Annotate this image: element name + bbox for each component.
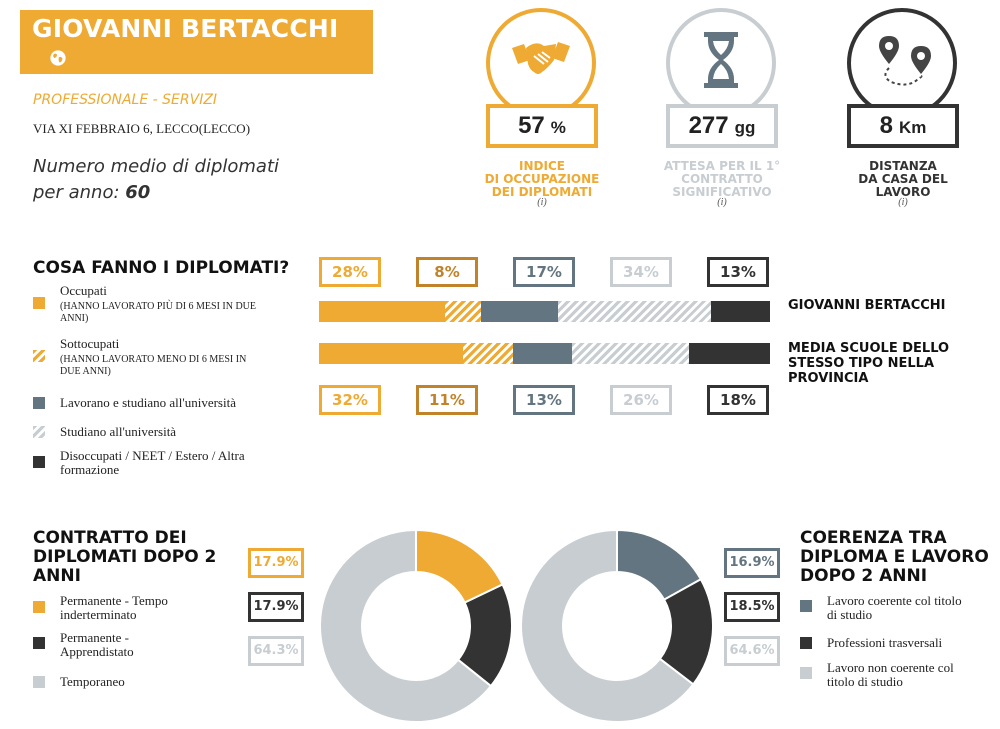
pct-label-occupati: 28% [319, 257, 381, 287]
school-category: PROFESSIONALE - SERVIZI [33, 92, 218, 108]
donut-slice-lavoro-non-coerente-col-titolo-di-studio [520, 528, 695, 723]
handshake-icon [512, 42, 570, 74]
bar-segment-studiano-all-universit [558, 301, 712, 322]
kpi-occupazione-value: 57 [518, 112, 545, 139]
legend-lavorano-studiano: Lavorano e studiano all'università [60, 395, 236, 410]
bar-segment-lavorano-e-studiano-all-universit [481, 301, 559, 322]
kpi-distanza-unit: Km [898, 118, 927, 137]
legend-coerente: Lavoro coerente col titolo di studio [827, 593, 962, 622]
kpi-attesa-circle [666, 8, 776, 118]
kpi-distanza-value-box: 8 Km [847, 104, 959, 148]
pct-label-sottocupati: 11% [416, 385, 478, 415]
donut-chart-contratto [319, 528, 513, 723]
avg-label-line2: per anno: 60 [33, 182, 151, 203]
bar-label-school: GIOVANNI BERTACCHI [788, 298, 946, 313]
kpi-distanza-label: DISTANZA DA CASA DEL LAVORO [858, 159, 948, 199]
kpi-occupazione-unit: % [550, 118, 566, 137]
stacked-bar-province [319, 343, 770, 364]
legend-tempo-indeterminato: Permanente - Tempo inderterminato [60, 593, 168, 622]
pct-label-sottocupati: 8% [416, 257, 478, 287]
stacked-bar-school [319, 301, 770, 322]
pct-label-lavorano-e-studiano-all-universit: 17% [513, 257, 575, 287]
globe-icon[interactable] [49, 49, 67, 67]
pct-label-lavoro-non-coerente-col-titolo-di-studio: 64.6% [724, 636, 780, 666]
bar-segment-occupati [319, 343, 464, 364]
pct-label-lavoro-coerente-col-titolo-di-studio: 16.9% [724, 548, 780, 578]
pct-label-disoccupati-neet-estero-altra-formazione: 18% [707, 385, 769, 415]
kpi-distanza-info[interactable]: (i) [898, 197, 908, 208]
kpi-attesa-label: ATTESA PER IL 1° CONTRATTO SIGNIFICATIVO [663, 159, 781, 199]
pct-label-occupati: 32% [319, 385, 381, 415]
legend-swatch-apprendistato [33, 637, 45, 649]
avg-value: 60 [125, 182, 151, 203]
kpi-occupazione-circle [486, 8, 596, 118]
avg-label-line1: Numero medio di diplomati [33, 156, 280, 177]
legend-temporaneo: Temporaneo [60, 674, 125, 689]
legend-sottocupati: Sottocupati (HANNO LAVORATO MENO DI 6 ME… [60, 336, 247, 378]
legend-swatch-trasversali [800, 637, 812, 649]
pct-label-temporaneo: 64.3% [248, 636, 304, 666]
school-address: VIA XI FEBBRAIO 6, LECCO(LECCO) [33, 121, 251, 136]
bar-segment-lavorano-e-studiano-all-universit [512, 343, 572, 364]
legend-apprendistato: Permanente - Apprendistato [60, 630, 134, 659]
contratto-heading: CONTRATTO DEI DIPLOMATI DOPO 2 ANNI [33, 528, 217, 586]
donut-slice-temporaneo [319, 528, 493, 723]
bar-segment-disoccupati-neet-estero-altra-formazione [711, 301, 770, 322]
legend-occupati: Occupati (HANNO LAVORATO PIÙ DI 6 MESI I… [60, 283, 257, 325]
legend-studiano: Studiano all'università [60, 424, 177, 439]
kpi-occupazione-label: INDICE DI OCCUPAZIONE DEI DIPLOMATI [484, 159, 600, 199]
kpi-distanza-value: 8 [879, 112, 893, 139]
avg-graduates: Numero medio di diplomati per anno: 60 [33, 154, 279, 206]
hourglass-icon [704, 32, 738, 88]
school-name: GIOVANNI BERTACCHI [32, 14, 339, 43]
title-banner [20, 10, 373, 74]
bar-segment-studiano-all-universit [571, 343, 689, 364]
pct-label-studiano-all-universit: 26% [610, 385, 672, 415]
bar-segment-sottocupati [463, 343, 513, 364]
pct-label-disoccupati-neet-estero-altra-formazione: 13% [707, 257, 769, 287]
legend-swatch-sottocupati [33, 350, 45, 362]
legend-non-coerente: Lavoro non coerente col titolo di studio [827, 660, 954, 689]
pct-label-lavorano-e-studiano-all-universit: 13% [513, 385, 575, 415]
legend-disoccupati: Disoccupati / NEET / Estero / Altra form… [60, 448, 245, 477]
legend-trasversali: Professioni trasversali [827, 635, 943, 650]
legend-swatch-temporaneo [33, 676, 45, 688]
kpi-distanza-circle [847, 8, 957, 118]
legend-swatch-disoccupati [33, 456, 45, 468]
bar-segment-sottocupati [445, 301, 482, 322]
map-route-icon [879, 36, 931, 86]
pct-label-studiano-all-universit: 34% [610, 257, 672, 287]
kpi-occupazione-info[interactable]: (i) [537, 197, 547, 208]
bar-segment-disoccupati-neet-estero-altra-formazione [688, 343, 770, 364]
legend-swatch-coerente [800, 600, 812, 612]
legend-swatch-studiano [33, 426, 45, 438]
kpi-attesa-info[interactable]: (i) [717, 197, 727, 208]
bar-segment-occupati [319, 301, 446, 322]
pct-label-permanente-tempo-inderterminato: 17.9% [248, 548, 304, 578]
cosa-fanno-heading: COSA FANNO I DIPLOMATI? [33, 258, 290, 278]
kpi-attesa-value: 277 [688, 112, 729, 139]
legend-swatch-lavorano-studiano [33, 397, 45, 409]
kpi-attesa-value-box: 277 gg [666, 104, 778, 148]
pct-label-professioni-trasversali: 18.5% [724, 592, 780, 622]
pct-label-permanente-apprendistato: 17.9% [248, 592, 304, 622]
donut-chart-coerenza [520, 528, 714, 723]
bar-label-province: MEDIA SCUOLE DELLO STESSO TIPO NELLA PRO… [788, 341, 950, 386]
legend-swatch-tempo-indeterminato [33, 601, 45, 613]
kpi-occupazione-value-box: 57% [486, 104, 598, 148]
coerenza-heading: COERENZA TRA DIPLOMA E LAVORO DOPO 2 ANN… [800, 528, 989, 586]
legend-swatch-occupati [33, 297, 45, 309]
legend-swatch-non-coerente [800, 667, 812, 679]
kpi-attesa-unit: gg [734, 118, 756, 137]
